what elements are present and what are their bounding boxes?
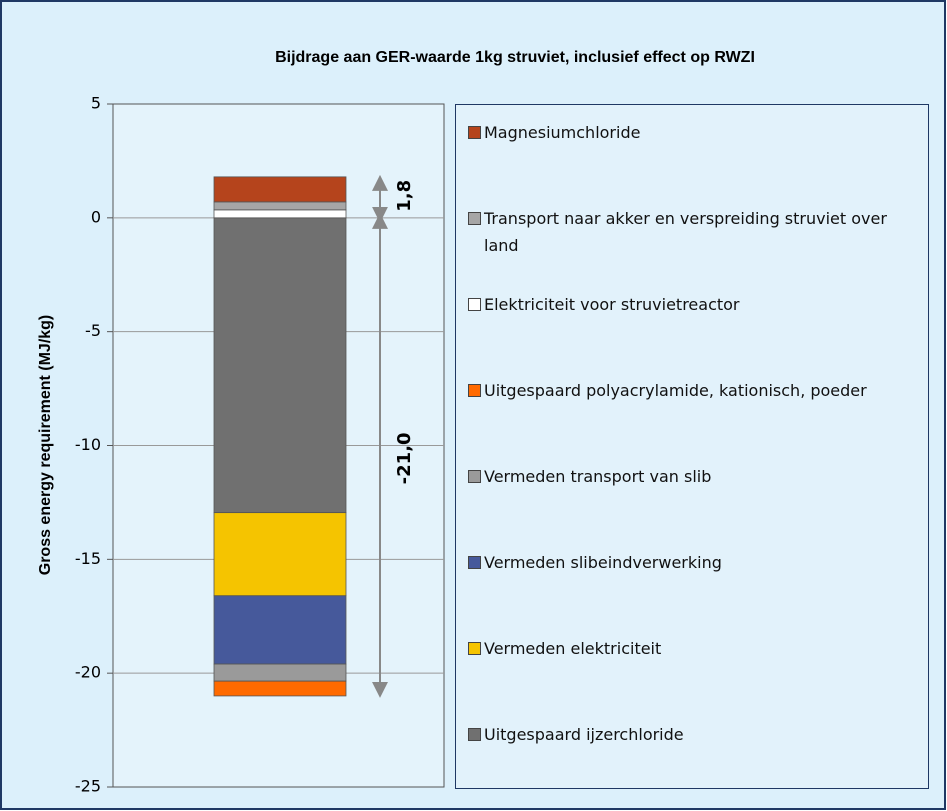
annotation-label: -21,0: [394, 432, 415, 484]
bar-segment: [213, 176, 347, 203]
bar-segment: [213, 209, 347, 219]
annotation-label: 1,8: [394, 180, 415, 212]
bar-segment: [213, 201, 347, 211]
y-tick-label: -15: [75, 549, 101, 568]
y-tick-label: 0: [91, 207, 101, 226]
legend-label: Vermeden transport van slib: [484, 467, 712, 486]
legend-label: Uitgespaard polyacrylamide, kationisch, …: [484, 381, 867, 400]
bar-segment: [213, 680, 347, 697]
legend-item: Uitgespaard ijzerchloride: [468, 721, 908, 748]
legend-item: Elektriciteit voor struvietreactor: [468, 291, 908, 318]
legend-swatch: [468, 470, 481, 483]
legend-item: Transport naar akker en verspreiding str…: [468, 205, 908, 259]
legend-swatch: [468, 298, 481, 311]
legend-item: Vermeden slibeindverwerking: [468, 549, 908, 576]
y-tick-label: -10: [75, 435, 101, 454]
legend-item: Uitgespaard polyacrylamide, kationisch, …: [468, 377, 908, 404]
y-tick-label: -5: [85, 321, 101, 340]
legend-swatch: [468, 642, 481, 655]
legend-swatch: [468, 556, 481, 569]
legend-swatch: [468, 212, 481, 225]
legend-item: Vermeden elektriciteit: [468, 635, 908, 662]
bar-segment: [213, 663, 347, 682]
bar-segment: [213, 512, 347, 597]
legend-label: Magnesiumchloride: [484, 123, 641, 142]
legend-swatch: [468, 126, 481, 139]
legend-item: Magnesiumchloride: [468, 119, 908, 146]
legend-label: Vermeden slibeindverwerking: [484, 553, 722, 572]
legend-swatch: [468, 384, 481, 397]
legend-label: Uitgespaard ijzerchloride: [484, 725, 684, 744]
legend-item: Vermeden transport van slib: [468, 463, 908, 490]
y-tick-label: 5: [91, 94, 101, 113]
legend: Magnesiumchloride Transport naar akker en…: [455, 104, 929, 789]
legend-swatch: [468, 728, 481, 741]
legend-label: Vermeden elektriciteit: [484, 639, 662, 658]
bar-segment: [213, 595, 347, 665]
bar-segment: [213, 217, 347, 514]
y-tick-label: -20: [75, 663, 101, 682]
chart-title: Bijdrage aan GER-waarde 1kg struviet, in…: [275, 49, 755, 66]
legend-label: Elektriciteit voor struvietreactor: [484, 295, 740, 314]
y-tick-label: -25: [75, 777, 101, 796]
y-axis-label: Gross energy requirement (MJ/kg): [37, 315, 54, 576]
legend-label: Transport naar akker en verspreiding str…: [484, 209, 887, 255]
